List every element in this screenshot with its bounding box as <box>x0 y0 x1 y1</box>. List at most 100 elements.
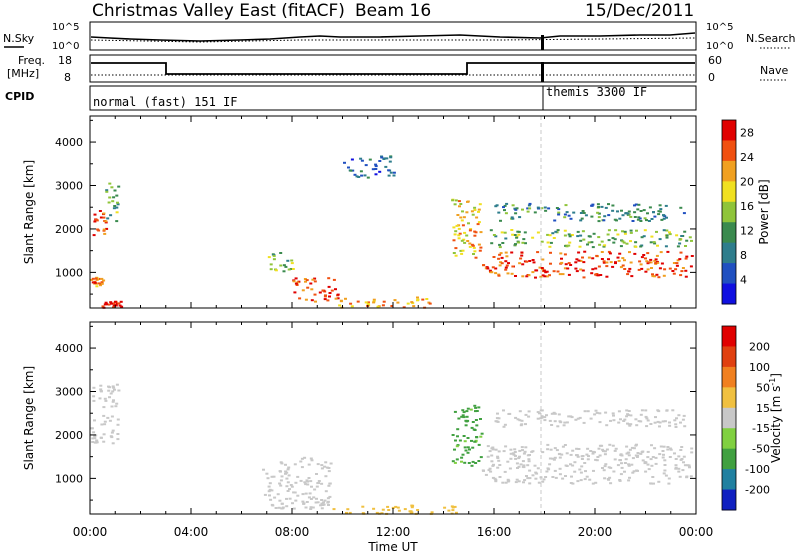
heatmap-cell <box>309 506 313 509</box>
heatmap-cell <box>497 417 501 420</box>
heatmap-cell <box>548 419 552 422</box>
heatmap-cell <box>292 280 296 283</box>
heatmap-cell <box>536 417 540 420</box>
heatmap-cell <box>639 420 643 423</box>
heatmap-cell <box>488 467 492 470</box>
x-tick-label: 20:00 <box>578 525 613 539</box>
heatmap-cell <box>526 207 530 210</box>
heatmap-cell <box>452 226 456 229</box>
heatmap-cell <box>574 261 578 264</box>
heatmap-cell <box>338 304 342 307</box>
heatmap-cell <box>623 268 627 270</box>
heatmap-cell <box>666 448 670 451</box>
colorbar-tick-label: 28 <box>740 126 754 139</box>
heatmap-cell <box>311 506 315 509</box>
heatmap-cell <box>623 259 626 262</box>
heatmap-cell <box>591 257 595 260</box>
heatmap-cell <box>402 306 406 309</box>
heatmap-cell <box>611 412 615 415</box>
heatmap-cell <box>513 234 517 236</box>
heatmap-cell <box>323 465 327 468</box>
heatmap-cell <box>644 257 647 260</box>
heatmap-cell <box>466 437 470 439</box>
heatmap-cell <box>653 447 657 450</box>
heatmap-cell <box>664 474 668 477</box>
heatmap-cell <box>577 448 581 450</box>
heatmap-cell <box>639 220 643 222</box>
heatmap-cell <box>494 267 498 270</box>
heatmap-cell <box>626 451 630 454</box>
heatmap-cell <box>324 490 328 493</box>
heatmap-cell <box>653 421 657 424</box>
heatmap-cell <box>101 305 105 308</box>
heatmap-cell <box>509 448 513 451</box>
heatmap-cell <box>109 214 113 217</box>
heatmap-cell <box>657 276 661 279</box>
heatmap-cell <box>514 454 517 457</box>
heatmap-cell <box>334 297 338 300</box>
heatmap-cell <box>298 297 302 300</box>
heatmap-cell <box>589 450 593 452</box>
heatmap-cell <box>410 511 414 514</box>
heatmap-cell <box>544 271 548 274</box>
heatmap-cell <box>515 478 519 481</box>
heatmap-cell <box>680 235 684 237</box>
heatmap-cell <box>576 480 580 483</box>
heatmap-cell <box>511 265 515 268</box>
heatmap-cell <box>584 470 587 473</box>
heatmap-cell <box>632 470 636 473</box>
heatmap-cell <box>591 268 595 271</box>
heatmap-cell <box>484 473 488 476</box>
heatmap-cell <box>486 445 490 448</box>
heatmap-cell <box>520 251 524 254</box>
colorbar-swatch <box>722 448 736 470</box>
velocity-colorbar-label: Velocity [m s-1] <box>768 373 783 463</box>
heatmap-cell <box>591 246 595 249</box>
heatmap-cell <box>571 464 575 467</box>
heatmap-cell <box>313 293 317 296</box>
heatmap-cell <box>334 288 337 291</box>
heatmap-cell <box>459 216 463 219</box>
heatmap-cell <box>496 466 500 469</box>
freq-trace <box>91 62 695 75</box>
heatmap-cell <box>518 410 522 413</box>
heatmap-cell <box>607 229 611 232</box>
heatmap-cell <box>92 431 96 434</box>
heatmap-cell <box>635 424 639 427</box>
heatmap-cell <box>582 238 586 241</box>
heatmap-cell <box>95 278 99 281</box>
heatmap-cell <box>551 476 555 478</box>
heatmap-cell <box>372 298 376 301</box>
heatmap-cell <box>557 213 561 216</box>
heatmap-cell <box>608 476 612 479</box>
heatmap-cell <box>549 262 552 265</box>
heatmap-cell <box>630 463 634 466</box>
heatmap-cell <box>106 217 110 220</box>
heatmap-cell <box>565 421 569 424</box>
heatmap-cell <box>269 268 273 271</box>
heatmap-cell <box>416 296 419 299</box>
heatmap-cell <box>521 241 525 244</box>
heatmap-cell <box>541 451 545 454</box>
heatmap-cell <box>458 232 462 235</box>
heatmap-cell <box>662 214 666 217</box>
heatmap-cell <box>273 496 277 499</box>
heatmap-cell <box>455 224 459 227</box>
colorbar-tick-label: -15 <box>752 422 770 435</box>
heatmap-cell <box>587 235 591 238</box>
heatmap-cell <box>612 470 616 473</box>
heatmap-cell <box>473 440 477 443</box>
heatmap-cell <box>456 428 460 431</box>
heatmap-cell <box>111 390 115 393</box>
heatmap-cell <box>102 216 106 219</box>
heatmap-cell <box>482 469 485 472</box>
heatmap-cell <box>263 493 267 496</box>
heatmap-cell <box>556 229 560 232</box>
heatmap-cell <box>522 452 526 455</box>
heatmap-cell <box>519 257 523 260</box>
heatmap-cell <box>565 465 569 467</box>
heatmap-cell <box>650 444 653 447</box>
heatmap-cell <box>102 433 106 436</box>
heatmap-cell <box>463 440 467 443</box>
heatmap-cell <box>403 508 407 511</box>
